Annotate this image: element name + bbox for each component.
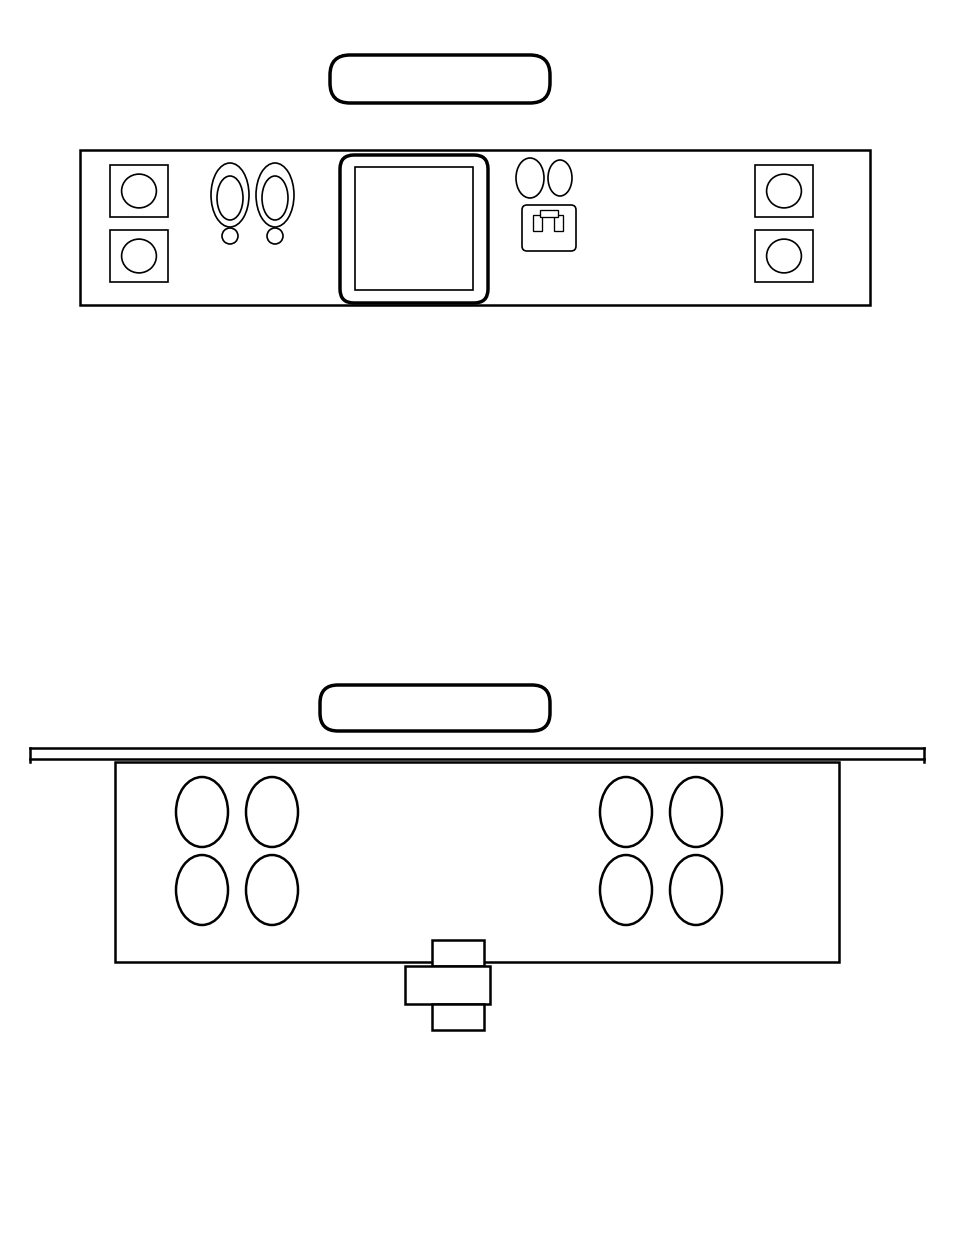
Bar <box>80 149 869 305</box>
Ellipse shape <box>216 177 243 220</box>
Ellipse shape <box>121 240 156 273</box>
Ellipse shape <box>175 777 228 847</box>
Bar <box>355 167 473 290</box>
Bar <box>115 762 838 962</box>
Bar <box>432 940 483 966</box>
Bar <box>554 215 562 231</box>
Ellipse shape <box>516 158 543 198</box>
Bar <box>432 1004 483 1030</box>
Ellipse shape <box>246 855 297 925</box>
Circle shape <box>222 228 237 245</box>
Ellipse shape <box>262 177 288 220</box>
FancyBboxPatch shape <box>330 56 550 103</box>
Ellipse shape <box>766 174 801 207</box>
Ellipse shape <box>599 855 651 925</box>
Circle shape <box>267 228 283 245</box>
Ellipse shape <box>766 240 801 273</box>
Ellipse shape <box>121 174 156 207</box>
FancyBboxPatch shape <box>339 156 488 303</box>
FancyBboxPatch shape <box>319 685 550 731</box>
FancyBboxPatch shape <box>521 205 576 251</box>
Ellipse shape <box>255 163 294 227</box>
Ellipse shape <box>669 855 721 925</box>
Ellipse shape <box>211 163 249 227</box>
Bar <box>110 230 168 282</box>
Bar <box>533 215 541 231</box>
Bar <box>405 966 490 1004</box>
Ellipse shape <box>599 777 651 847</box>
Bar <box>539 210 558 217</box>
Ellipse shape <box>669 777 721 847</box>
Ellipse shape <box>175 855 228 925</box>
Ellipse shape <box>547 161 572 196</box>
Ellipse shape <box>246 777 297 847</box>
Bar <box>754 230 812 282</box>
Bar <box>754 165 812 217</box>
Bar <box>110 165 168 217</box>
